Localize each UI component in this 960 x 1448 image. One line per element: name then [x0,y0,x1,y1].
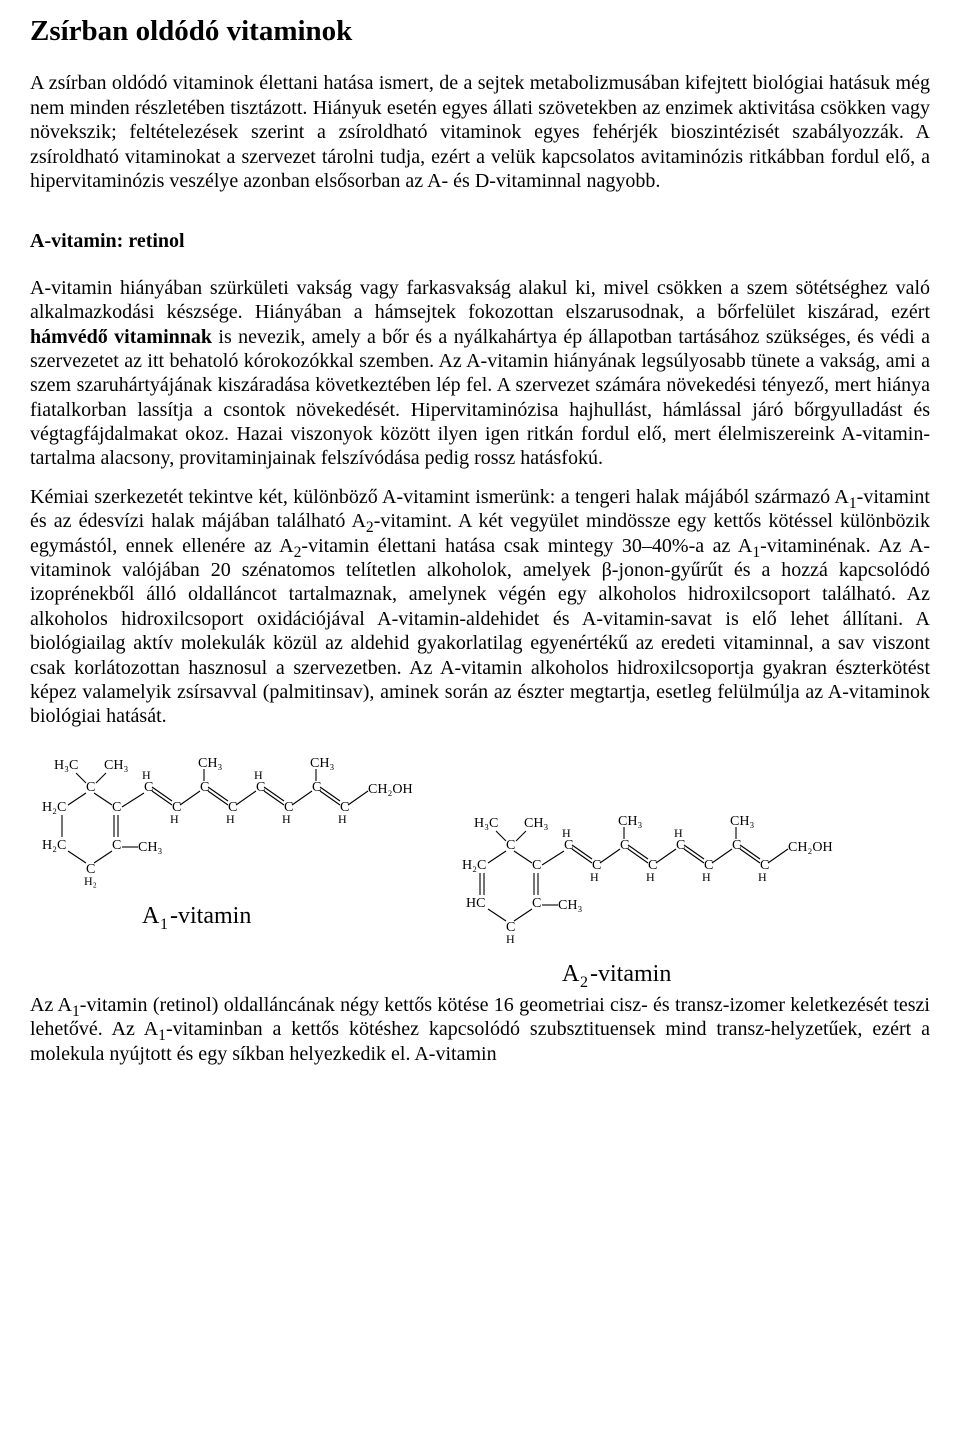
a1-label-sub: 1 [160,916,168,933]
a2-label-sub: 2 [580,974,588,991]
p2-d: -vitamin élettani hatása csak mintegy 30… [301,535,752,557]
atom-c: C [112,838,121,853]
atom-h: H [646,870,655,884]
atom-h: H [590,870,599,884]
atom-ch3: CH₃ [558,898,582,913]
atom-h3c: H₃C [474,816,498,831]
atom-ch3: CH₃ [730,814,754,829]
atom-c: C [506,838,515,853]
page-title: Zsírban oldódó vitaminok [30,14,930,49]
section-a-p2: Kémiai szerkezetét tekintve két, különbö… [30,485,930,729]
diagram-row: H₃C CH₃ C H₂C C H₂C C C H₂ CH₃ [30,747,930,967]
atom-ch3: CH₃ [104,758,128,773]
atom-ch3: CH₃ [138,840,162,855]
vitamin-structures-svg: H₃C CH₃ C H₂C C H₂C C C H₂ CH₃ [30,747,930,1007]
atom-ch3: CH₃ [524,816,548,831]
section-a-p1: A-vitamin hiányában szürkületi vakság va… [30,276,930,471]
atom-h: H [170,812,179,826]
a2-label-vit: -vitamin [590,961,671,987]
atom-ch2oh: CH₂OH [788,840,833,855]
atom-hc: HC [466,896,485,911]
section-a-heading: A-vitamin: retinol [30,229,930,253]
a2-label-a: A [562,961,580,987]
atom-ch3: CH₃ [310,756,334,771]
atom-h2c: H₂C [462,858,486,873]
atom-h: H [254,768,263,782]
atom-h: H [562,826,571,840]
p3-c: -vitaminban a kettős kötéshez kapcsolódó… [30,1018,930,1064]
atom-h2: H₂ [84,874,97,888]
a1-molecule: H₃C CH₃ C H₂C C H₂C C C H₂ CH₃ [42,756,413,933]
atom-h: H [338,812,347,826]
document-page: Zsírban oldódó vitaminok A zsírban oldód… [0,0,960,1120]
a1-label-vit: -vitamin [170,903,251,929]
a1-label-a: A [142,903,160,929]
atom-h2c: H₂C [42,800,66,815]
atom-h: H [506,932,515,946]
atom-h3c: H₃C [54,758,78,773]
atom-c: C [112,800,121,815]
atom-h: H [758,870,767,884]
atom-c: C [532,896,541,911]
a2-molecule: H₃C CH₃ C H₂C C HC C C H CH₃ [462,814,833,991]
p2-a: Kémiai szerkezetét tekintve két, különbö… [30,486,849,508]
p1-a: A-vitamin hiányában szürkületi vakság va… [30,277,930,323]
atom-ch3: CH₃ [618,814,642,829]
atom-h: H [282,812,291,826]
p2-e: -vitaminénak. Az A-vitaminok valójában 2… [30,535,930,728]
atom-c: C [532,858,541,873]
atom-h: H [142,768,151,782]
atom-ch2oh: CH₂OH [368,782,413,797]
atom-ch3: CH₃ [198,756,222,771]
atom-h: H [674,826,683,840]
p1-bold: hámvédő vitaminnak [30,326,212,348]
atom-h2c: H₂C [42,838,66,853]
intro-paragraph: A zsírban oldódó vitaminok élettani hatá… [30,71,930,193]
atom-h: H [226,812,235,826]
atom-c: C [86,780,95,795]
atom-h: H [702,870,711,884]
